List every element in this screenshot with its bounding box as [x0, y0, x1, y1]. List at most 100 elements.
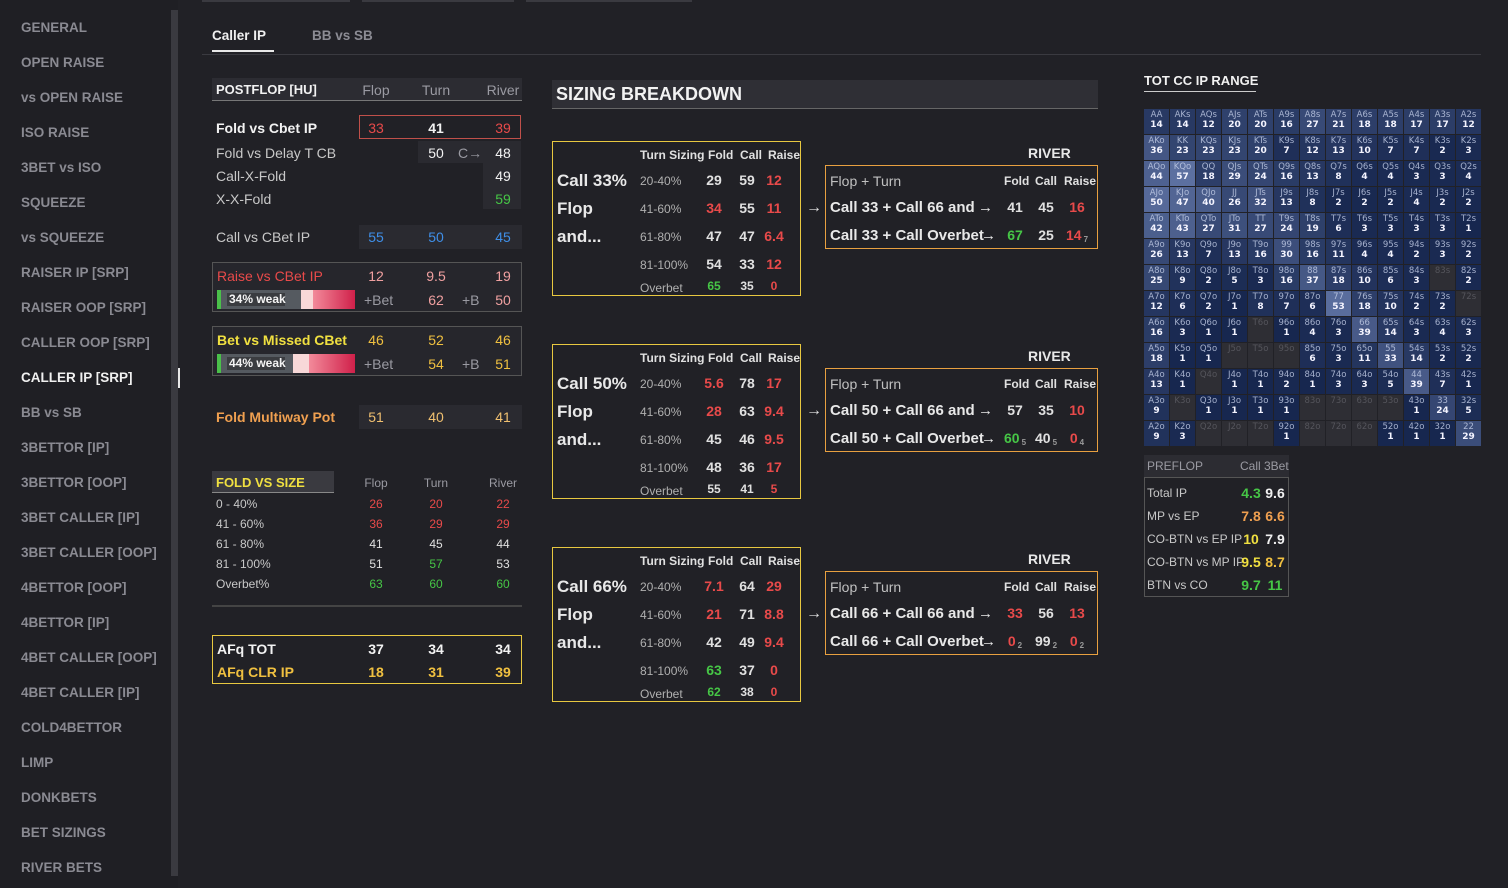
range-cell[interactable]: T7o 8 [1248, 291, 1273, 316]
range-cell[interactable]: 96s 4 [1352, 239, 1377, 264]
tab-caller-ip[interactable]: Caller IP [212, 28, 267, 43]
range-cell[interactable]: Q6s 4 [1352, 161, 1377, 186]
sidebar-item[interactable]: DONKBETS [21, 790, 97, 805]
range-cell[interactable]: AKs 14 [1170, 109, 1195, 134]
range-cell[interactable]: 74o 3 [1326, 369, 1351, 394]
range-cell[interactable]: QQ 18 [1196, 161, 1221, 186]
sidebar-item[interactable]: 3BETTOR [OOP] [21, 475, 127, 490]
sidebar-item[interactable]: vs OPEN RAISE [21, 90, 124, 105]
range-cell[interactable]: 98o 16 [1274, 265, 1299, 290]
range-cell[interactable]: 72o [1326, 421, 1351, 446]
range-cell[interactable]: 32s 5 [1456, 395, 1481, 420]
range-cell[interactable]: 97s 11 [1326, 239, 1351, 264]
range-cell[interactable]: 85o 6 [1300, 343, 1325, 368]
sidebar-item[interactable]: 3BET vs ISO [21, 160, 102, 175]
range-cell[interactable]: 64o 3 [1352, 369, 1377, 394]
sidebar-item[interactable]: CALLER IP [SRP] [21, 370, 133, 385]
range-cell[interactable]: Q2s 4 [1456, 161, 1481, 186]
sidebar-item[interactable]: 4BETTOR [OOP] [21, 580, 127, 595]
range-cell[interactable]: Q8s 13 [1300, 161, 1325, 186]
range-cell[interactable]: 97o 7 [1274, 291, 1299, 316]
range-cell[interactable]: 93s 3 [1430, 239, 1455, 264]
sidebar-item[interactable]: 4BET CALLER [IP] [21, 685, 140, 700]
range-cell[interactable]: 42o 1 [1404, 421, 1429, 446]
range-cell[interactable]: KQo 57 [1170, 161, 1195, 186]
range-cell[interactable]: 94o 2 [1274, 369, 1299, 394]
range-cell[interactable]: 75s 10 [1378, 291, 1403, 316]
range-cell[interactable]: KJs 23 [1222, 135, 1247, 160]
range-cell[interactable]: Q4s 3 [1404, 161, 1429, 186]
range-cell[interactable]: 98s 16 [1300, 239, 1325, 264]
range-cell[interactable]: 65s 14 [1378, 317, 1403, 342]
range-cell[interactable]: 77 53 [1326, 291, 1351, 316]
range-cell[interactable]: 22 29 [1456, 421, 1481, 446]
range-cell[interactable]: A9s 16 [1274, 109, 1299, 134]
range-cell[interactable]: 43s 7 [1430, 369, 1455, 394]
range-cell[interactable]: J6s 2 [1352, 187, 1377, 212]
range-cell[interactable]: 99 30 [1274, 239, 1299, 264]
range-cell[interactable]: KJo 47 [1170, 187, 1195, 212]
range-cell[interactable]: T9o 16 [1248, 239, 1273, 264]
sidebar-item[interactable]: RAISER IP [SRP] [21, 265, 129, 280]
range-cell[interactable]: T6s 3 [1352, 213, 1377, 238]
range-cell[interactable]: 86o 4 [1300, 317, 1325, 342]
sidebar-item[interactable]: 3BETTOR [IP] [21, 440, 110, 455]
tab-bb-vs-sb[interactable]: BB vs SB [312, 28, 373, 43]
range-cell[interactable]: T2o [1248, 421, 1273, 446]
range-cell[interactable]: 84s 3 [1404, 265, 1429, 290]
range-cell[interactable]: AJo 50 [1144, 187, 1169, 212]
sidebar-item[interactable]: GENERAL [21, 20, 88, 35]
range-cell[interactable]: J4s 4 [1404, 187, 1429, 212]
range-cell[interactable]: A6o 16 [1144, 317, 1169, 342]
range-cell[interactable]: 54s 14 [1404, 343, 1429, 368]
range-cell[interactable]: AJs 20 [1222, 109, 1247, 134]
range-cell[interactable]: JTo 31 [1222, 213, 1247, 238]
range-cell[interactable]: A4s 17 [1404, 109, 1429, 134]
range-cell[interactable]: Q9o 7 [1196, 239, 1221, 264]
range-cell[interactable]: J2o [1222, 421, 1247, 446]
range-cell[interactable]: K3o [1170, 395, 1195, 420]
range-cell[interactable]: T3o 1 [1248, 395, 1273, 420]
range-cell[interactable]: K7o 6 [1170, 291, 1195, 316]
range-cell[interactable]: QTo 27 [1196, 213, 1221, 238]
range-cell[interactable]: 75o 3 [1326, 343, 1351, 368]
range-cell[interactable]: T8o 3 [1248, 265, 1273, 290]
range-cell[interactable]: 43o 1 [1404, 395, 1429, 420]
range-cell[interactable]: 53o [1378, 395, 1403, 420]
range-cell[interactable]: K2o 3 [1170, 421, 1195, 446]
range-cell[interactable]: A4o 13 [1144, 369, 1169, 394]
range-cell[interactable]: 52o 1 [1378, 421, 1403, 446]
range-cell[interactable]: 96o 1 [1274, 317, 1299, 342]
range-cell[interactable]: 86s 10 [1352, 265, 1377, 290]
range-cell[interactable]: A8o 25 [1144, 265, 1169, 290]
range-cell[interactable]: 63s 4 [1430, 317, 1455, 342]
range-cell[interactable]: 83s [1430, 265, 1455, 290]
range-cell[interactable]: J5o [1222, 343, 1247, 368]
range-cell[interactable]: K5s 7 [1378, 135, 1403, 160]
range-cell[interactable]: K7s 13 [1326, 135, 1351, 160]
range-cell[interactable]: 32o 1 [1430, 421, 1455, 446]
range-cell[interactable]: J9s 13 [1274, 187, 1299, 212]
range-cell[interactable]: 76o 3 [1326, 317, 1351, 342]
range-cell[interactable]: Q7o 2 [1196, 291, 1221, 316]
range-cell[interactable]: 62s 3 [1456, 317, 1481, 342]
range-cell[interactable]: Q4o [1196, 369, 1221, 394]
range-cell[interactable]: 82o [1300, 421, 1325, 446]
sidebar-item[interactable]: BB vs SB [21, 405, 82, 420]
sidebar-item[interactable]: ISO RAISE [21, 125, 90, 140]
range-cell[interactable]: KTs 20 [1248, 135, 1273, 160]
range-cell[interactable]: J3s 2 [1430, 187, 1455, 212]
range-cell[interactable]: 93o 1 [1274, 395, 1299, 420]
range-cell[interactable]: 94s 2 [1404, 239, 1429, 264]
range-cell[interactable]: T5s 3 [1378, 213, 1403, 238]
range-cell[interactable]: 44 39 [1404, 369, 1429, 394]
range-cell[interactable]: J7s 2 [1326, 187, 1351, 212]
range-cell[interactable]: 83o [1300, 395, 1325, 420]
range-cell[interactable]: A5o 18 [1144, 343, 1169, 368]
range-cell[interactable]: AKo 36 [1144, 135, 1169, 160]
sidebar-item[interactable]: 4BET CALLER [OOP] [21, 650, 157, 665]
range-cell[interactable]: J3o 1 [1222, 395, 1247, 420]
range-cell[interactable]: K4s 7 [1404, 135, 1429, 160]
range-cell[interactable]: A2s 12 [1456, 109, 1481, 134]
sidebar-item[interactable]: OPEN RAISE [21, 55, 105, 70]
